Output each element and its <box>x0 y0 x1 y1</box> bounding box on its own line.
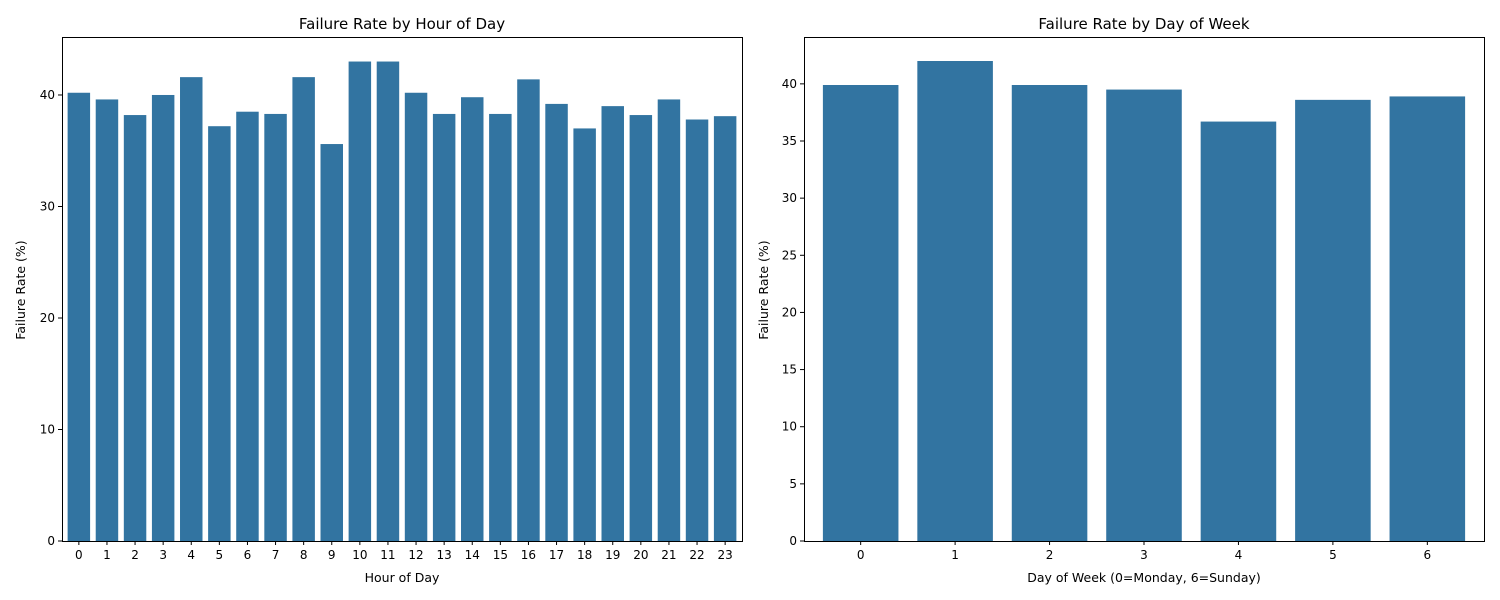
x-tick-label: 14 <box>465 548 480 562</box>
x-axis-label: Hour of Day <box>365 570 440 585</box>
bar-12 <box>404 92 428 542</box>
hour-of-day-chart: Failure Rate by Hour of Day 0 10 20 30 40 0 1… <box>13 15 743 585</box>
bar-3 <box>1106 89 1182 542</box>
bar-19 <box>601 106 624 541</box>
bar-10 <box>348 61 372 541</box>
y-axis-ticks: 0 5 10 15 20 25 30 35 40 <box>782 77 804 548</box>
bar-8 <box>292 77 315 541</box>
x-tick-label: 7 <box>272 548 280 562</box>
x-tick-label: 1 <box>103 548 111 562</box>
y-tick-label: 25 <box>782 248 797 262</box>
x-tick-label: 3 <box>1140 548 1148 562</box>
x-tick-label: 6 <box>1424 548 1432 562</box>
bar-2 <box>123 115 147 541</box>
x-tick-label: 6 <box>244 548 252 562</box>
bar-2 <box>1011 85 1088 541</box>
x-axis-ticks: 0 1 2 3 4 5 6 <box>857 541 1431 562</box>
x-axis-label: Day of Week (0=Monday, 6=Sunday) <box>1027 570 1261 585</box>
y-tick-label: 20 <box>40 311 55 325</box>
bars <box>822 61 1466 542</box>
bar-21 <box>657 99 681 541</box>
bar-3 <box>151 94 175 541</box>
y-tick-label: 5 <box>789 477 797 491</box>
bar-6 <box>236 111 259 542</box>
x-tick-label: 13 <box>437 548 452 562</box>
x-tick-label: 22 <box>689 548 704 562</box>
bar-16 <box>517 79 540 542</box>
x-tick-label: 1 <box>951 548 959 562</box>
plot-frame <box>804 37 1485 542</box>
bar-18 <box>573 128 596 541</box>
x-tick-label: 8 <box>300 548 308 562</box>
x-axis-ticks: 0 1 2 3 4 5 6 7 8 9 10 11 12 13 14 15 16 17 18 19 20 21 22 23 <box>75 541 733 562</box>
x-tick-label: 19 <box>605 548 620 562</box>
bar-0 <box>822 85 899 541</box>
bar-17 <box>545 103 568 542</box>
bar-22 <box>685 119 709 541</box>
x-tick-label: 4 <box>1235 548 1243 562</box>
y-axis-ticks: 0 10 20 30 40 <box>40 88 62 548</box>
bar-4 <box>180 77 203 541</box>
x-tick-label: 20 <box>633 548 648 562</box>
bar-9 <box>320 144 343 541</box>
bar-1 <box>917 61 993 541</box>
plot-frame <box>62 37 743 542</box>
bar-0 <box>67 92 91 542</box>
x-tick-label: 23 <box>717 548 732 562</box>
x-tick-label: 5 <box>1329 548 1337 562</box>
x-tick-label: 18 <box>577 548 592 562</box>
chart-title: Failure Rate by Day of Week <box>1038 15 1249 33</box>
x-tick-label: 3 <box>159 548 167 562</box>
x-tick-label: 5 <box>216 548 224 562</box>
y-tick-label: 40 <box>40 88 55 102</box>
bar-20 <box>629 115 653 541</box>
y-axis-label: Failure Rate (%) <box>13 240 28 339</box>
bar-23 <box>713 116 737 541</box>
x-tick-label: 4 <box>187 548 195 562</box>
bar-7 <box>264 113 287 541</box>
bar-13 <box>432 113 456 541</box>
x-tick-label: 15 <box>493 548 508 562</box>
x-tick-label: 11 <box>380 548 395 562</box>
x-tick-label: 21 <box>661 548 676 562</box>
y-tick-label: 30 <box>782 191 797 205</box>
y-tick-label: 20 <box>782 305 797 319</box>
x-tick-label: 2 <box>1046 548 1054 562</box>
y-tick-label: 10 <box>40 422 55 436</box>
x-tick-label: 2 <box>131 548 139 562</box>
y-tick-label: 15 <box>782 363 797 377</box>
y-tick-label: 35 <box>782 134 797 148</box>
bar-11 <box>376 61 400 541</box>
bars <box>67 61 737 542</box>
x-tick-label: 0 <box>857 548 865 562</box>
day-of-week-chart: Failure Rate by Day of Week 051015202530… <box>756 15 1485 585</box>
bar-1 <box>95 99 119 541</box>
x-tick-label: 9 <box>328 548 336 562</box>
y-tick-label: 40 <box>782 77 797 91</box>
chart-title: Failure Rate by Hour of Day <box>299 15 505 33</box>
y-tick-label: 10 <box>782 420 797 434</box>
bar-5 <box>1295 99 1371 541</box>
x-tick-label: 12 <box>408 548 423 562</box>
x-tick-label: 17 <box>549 548 564 562</box>
bar-5 <box>208 126 231 541</box>
bar-6 <box>1389 96 1466 541</box>
bar-4 <box>1200 121 1277 542</box>
bar-14 <box>461 97 484 541</box>
x-tick-label: 16 <box>521 548 536 562</box>
y-tick-label: 0 <box>789 534 797 548</box>
x-tick-label: 10 <box>352 548 367 562</box>
bar-15 <box>489 113 512 541</box>
y-axis-label: Failure Rate (%) <box>756 240 771 339</box>
y-tick-label: 0 <box>47 534 55 548</box>
x-tick-label: 0 <box>75 548 83 562</box>
y-tick-label: 30 <box>40 199 55 213</box>
